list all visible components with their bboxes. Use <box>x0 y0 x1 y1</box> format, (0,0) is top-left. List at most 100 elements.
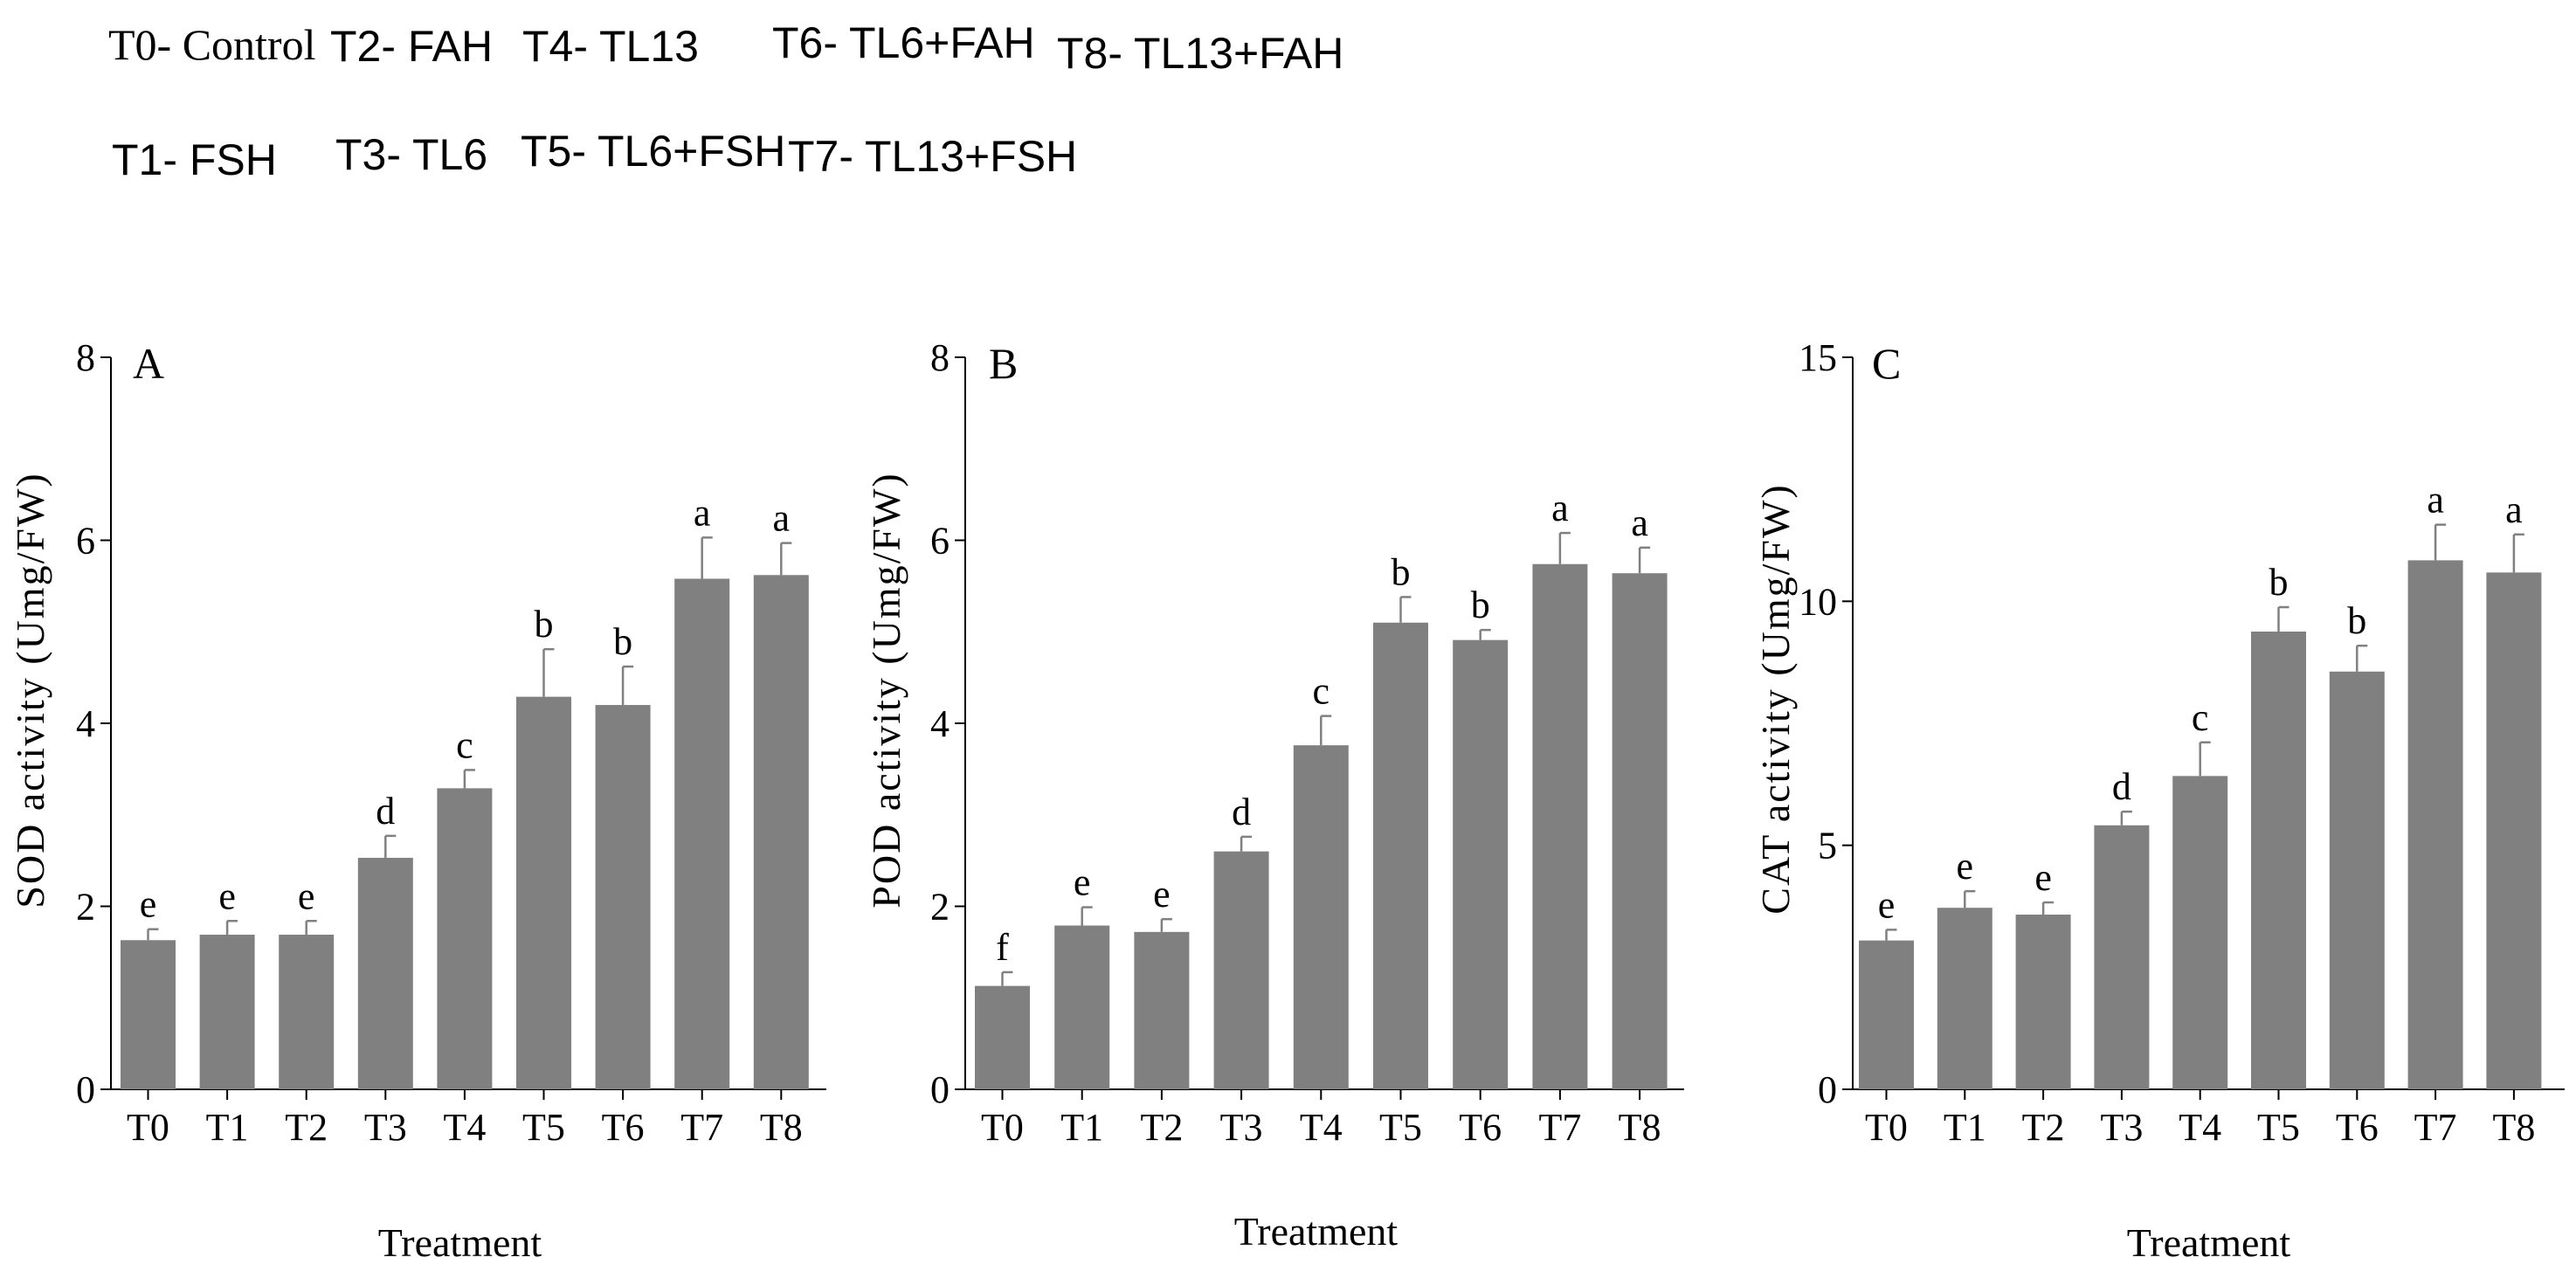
y-axis-title: CAT activity (Umg/FW) <box>1753 483 1798 914</box>
significance-label: a <box>2427 479 2444 522</box>
x-tick-label: T8 <box>2492 1106 2535 1149</box>
significance-label: a <box>773 497 791 540</box>
significance-label: e <box>2034 856 2052 899</box>
x-axis-title: Treatment <box>1234 1209 1398 1254</box>
y-tick-label: 8 <box>930 336 950 379</box>
bar-t4 <box>2172 776 2228 1089</box>
bar-t1 <box>1937 908 1992 1089</box>
legend-entry-t6: T6- TL6+FAH <box>772 18 1035 67</box>
significance-label: b <box>535 603 554 646</box>
bar-t2 <box>279 934 335 1089</box>
legend-entry-t8: T8- TL13+FAH <box>1057 29 1343 78</box>
y-tick-label: 8 <box>76 336 95 379</box>
bar-t0 <box>1859 940 1914 1089</box>
significance-label: f <box>996 926 1009 969</box>
y-tick-label: 0 <box>76 1068 95 1111</box>
x-tick-label: T8 <box>1619 1106 1661 1149</box>
legend-entry-t1: T1- FSH <box>112 135 277 184</box>
significance-label: b <box>2269 561 2289 604</box>
x-tick-label: T5 <box>1379 1106 1422 1149</box>
y-tick-label: 0 <box>1818 1068 1837 1111</box>
x-tick-label: T7 <box>680 1106 723 1149</box>
x-axis-title: Treatment <box>378 1220 542 1265</box>
x-tick-label: T5 <box>2257 1106 2300 1149</box>
y-axis-title: SOD activity (Umg/FW) <box>8 472 52 908</box>
significance-label: a <box>1631 501 1648 544</box>
bar-t6 <box>595 705 651 1089</box>
bar-t5 <box>1373 622 1428 1089</box>
bar-t2 <box>1134 931 1190 1089</box>
legend-entry-t2: T2- FAH <box>330 22 493 71</box>
significance-label: e <box>1074 861 1091 904</box>
bar-t6 <box>1453 639 1509 1089</box>
significance-label: d <box>1232 791 1251 833</box>
panel-label: B <box>989 339 1018 388</box>
y-axis-title: POD activity (Umg/FW) <box>864 472 908 908</box>
legend-entry-t3: T3- TL6 <box>335 130 487 179</box>
y-tick-label: 4 <box>76 702 95 745</box>
significance-label: a <box>1551 487 1569 529</box>
x-tick-label: T8 <box>760 1106 803 1149</box>
significance-label: c <box>2192 696 2209 739</box>
x-tick-label: T0 <box>127 1106 169 1149</box>
panel-label: C <box>1872 339 1901 388</box>
x-tick-label: T2 <box>285 1106 328 1149</box>
x-tick-label: T5 <box>522 1106 565 1149</box>
bar-t3 <box>2094 825 2150 1089</box>
legend-entry-t5: T5- TL6+FSH <box>521 127 785 176</box>
significance-label: b <box>2347 599 2366 642</box>
x-axis-title: Treatment <box>2127 1220 2291 1265</box>
bar-t4 <box>437 788 493 1089</box>
significance-label: c <box>456 723 473 766</box>
significance-label: e <box>140 883 157 926</box>
x-tick-label: T1 <box>1944 1106 1986 1149</box>
x-tick-label: T2 <box>2022 1106 2065 1149</box>
x-tick-label: T4 <box>2179 1106 2221 1149</box>
bar-t0 <box>975 985 1030 1089</box>
significance-label: b <box>1392 550 1411 593</box>
x-tick-label: T3 <box>2100 1106 2143 1149</box>
bar-t1 <box>1054 925 1110 1089</box>
x-tick-label: T2 <box>1140 1106 1183 1149</box>
significance-label: d <box>2112 765 2131 808</box>
legend-entry-t0: T0- Control <box>108 20 315 69</box>
y-tick-label: 2 <box>76 886 95 929</box>
bar-t8 <box>1612 573 1668 1089</box>
x-tick-label: T6 <box>1459 1106 1502 1149</box>
bar-t5 <box>2251 631 2306 1089</box>
significance-label: b <box>613 620 632 663</box>
panel-c: 0 5 10 15 C CAT activity (Umg/FW) e T0 e T1 e T2 d T3… <box>1753 336 2565 1265</box>
x-tick-label: T3 <box>1220 1106 1263 1149</box>
x-tick-label: T7 <box>1538 1106 1581 1149</box>
significance-label: e <box>1153 873 1171 915</box>
y-tick-label: 10 <box>1799 580 1837 623</box>
significance-label: a <box>694 491 711 534</box>
bar-t3 <box>357 857 413 1089</box>
significance-label: e <box>1878 883 1896 926</box>
bar-t8 <box>753 575 809 1089</box>
y-tick-label: 6 <box>76 520 95 563</box>
x-tick-label: T3 <box>364 1106 407 1149</box>
y-tick-label: 5 <box>1818 825 1837 867</box>
panel-label: A <box>133 339 164 388</box>
x-tick-label: T0 <box>1865 1106 1908 1149</box>
panel-b: 0 2 4 6 8 B POD activity (Umg/FW) f T0 e T1 e T2 d T3 c… <box>864 336 1684 1254</box>
y-tick-label: 4 <box>930 702 950 745</box>
significance-label: c <box>1313 670 1330 713</box>
y-tick-label: 2 <box>930 886 950 929</box>
bar-t3 <box>1213 851 1269 1089</box>
bar-t5 <box>516 696 571 1089</box>
bar-t0 <box>121 940 176 1089</box>
panel-a: 0 2 4 6 8 A SOD activity (Umg/FW) e T0 e T1 e T2 d T3 c… <box>8 336 826 1265</box>
bar-t1 <box>199 934 255 1089</box>
bar-t2 <box>2015 914 2071 1089</box>
x-tick-label: T4 <box>1300 1106 1343 1149</box>
significance-label: a <box>2505 488 2523 531</box>
significance-label: e <box>1957 845 1974 888</box>
x-tick-label: T6 <box>602 1106 645 1149</box>
significance-label: e <box>298 874 315 917</box>
significance-label: d <box>376 790 395 832</box>
y-tick-label: 0 <box>930 1068 950 1111</box>
y-tick-label: 15 <box>1799 336 1837 379</box>
